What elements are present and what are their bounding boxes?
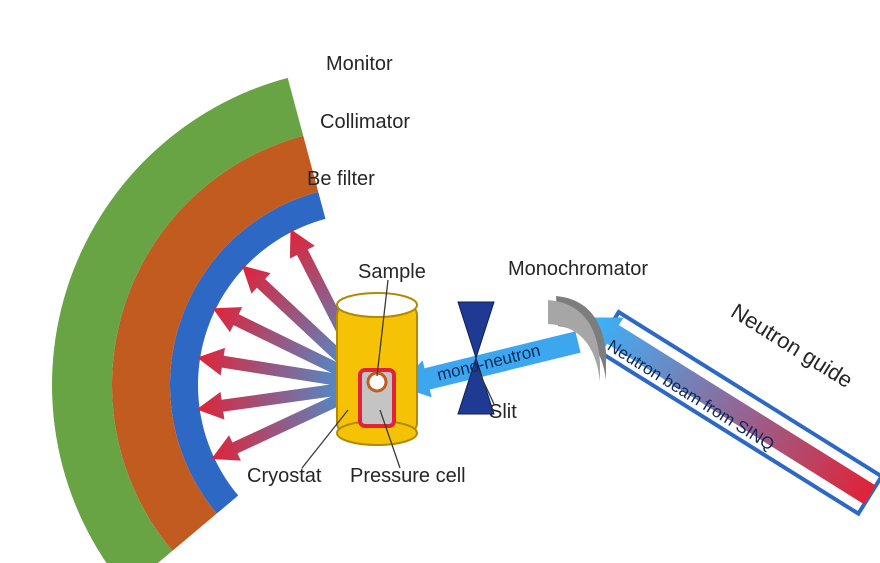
monitor-label: Monitor	[326, 53, 393, 75]
be_filter-label: Be filter	[307, 168, 375, 190]
monochromator-label: Monochromator	[508, 258, 648, 280]
mono_neutron-label: mono-neutron	[435, 341, 542, 385]
cryostat-label: Cryostat	[247, 465, 322, 487]
sample-label: Sample	[358, 261, 426, 283]
pressure_cell-label: Pressure cell	[350, 465, 466, 487]
cryostat-shape	[337, 293, 417, 445]
slit-label: Slit	[489, 401, 517, 423]
collimator-label: Collimator	[320, 111, 410, 133]
neutron_guide-label: Neutron guide	[727, 298, 857, 392]
